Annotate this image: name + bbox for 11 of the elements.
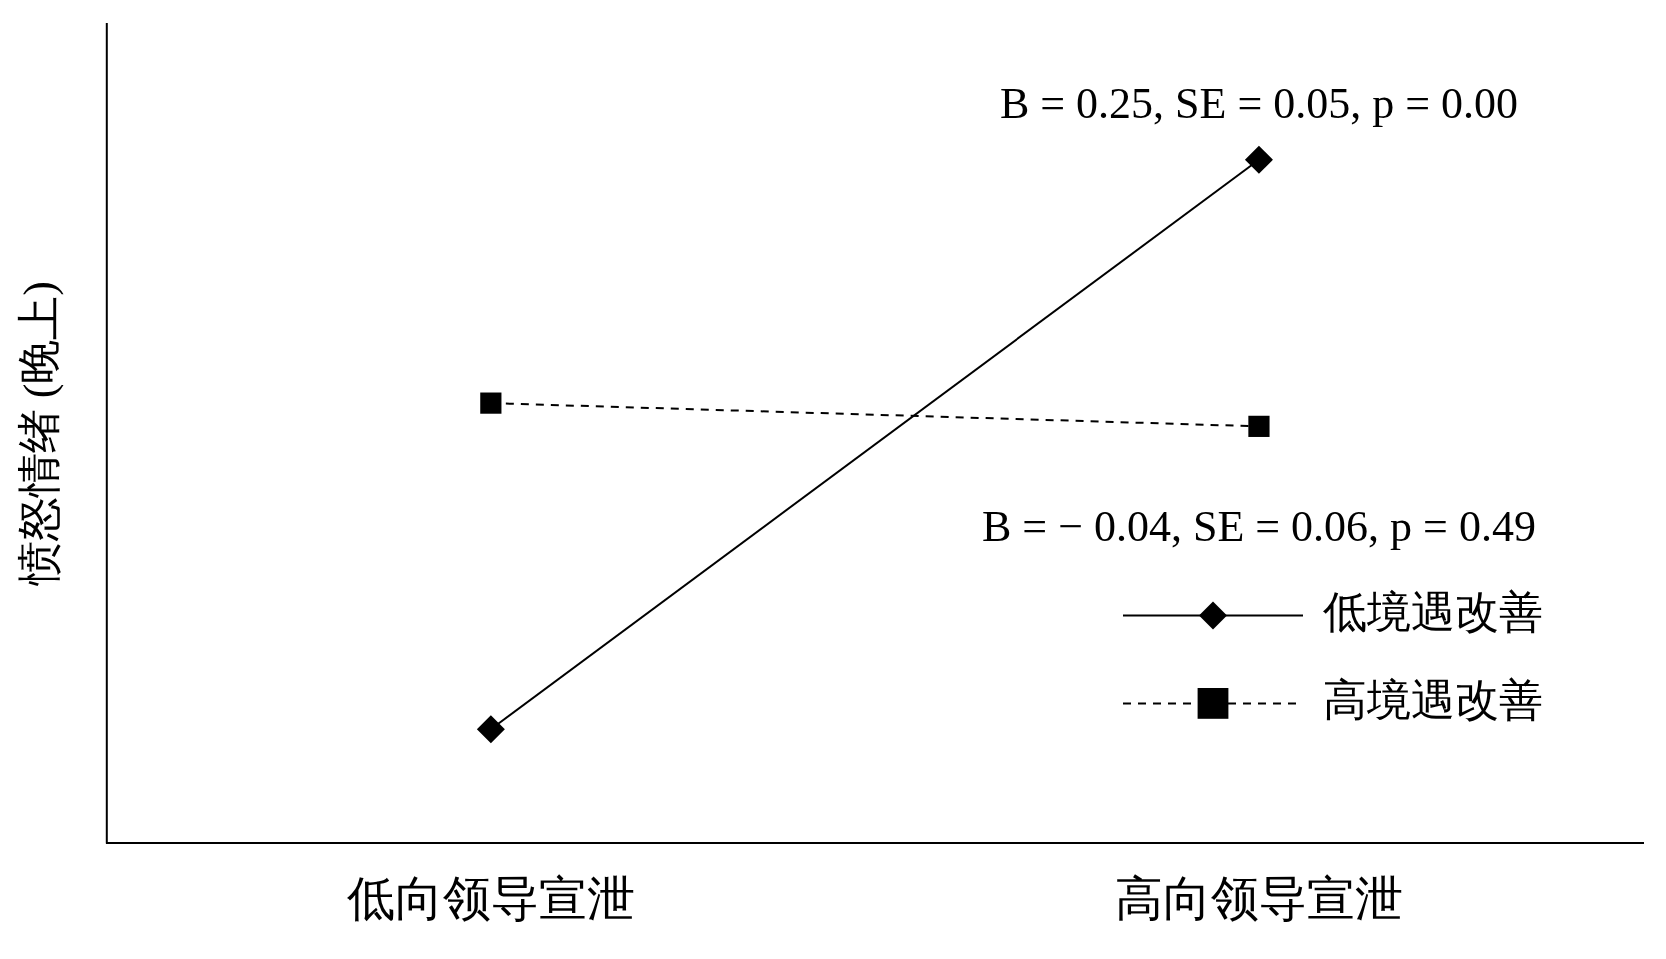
- x-tick-label: 高向领导宣泄: [1114, 871, 1403, 925]
- y-axis-title: 愤怒情绪 (晚上): [14, 281, 64, 587]
- text: B = 0.25, SE = 0.05, p = 0.00: [999, 78, 1519, 128]
- point: [1248, 415, 1270, 437]
- point: [476, 715, 505, 744]
- legend-label: 高境遇改善: [1323, 675, 1543, 725]
- legend-label: 低境遇改善: [1323, 587, 1543, 637]
- point: [1244, 145, 1273, 174]
- x-tick-label: 低向领导宣泄: [346, 871, 635, 925]
- annotation: B = − 0.04, SE = 0.06, p = 0.49: [981, 502, 1536, 552]
- point: [480, 392, 502, 414]
